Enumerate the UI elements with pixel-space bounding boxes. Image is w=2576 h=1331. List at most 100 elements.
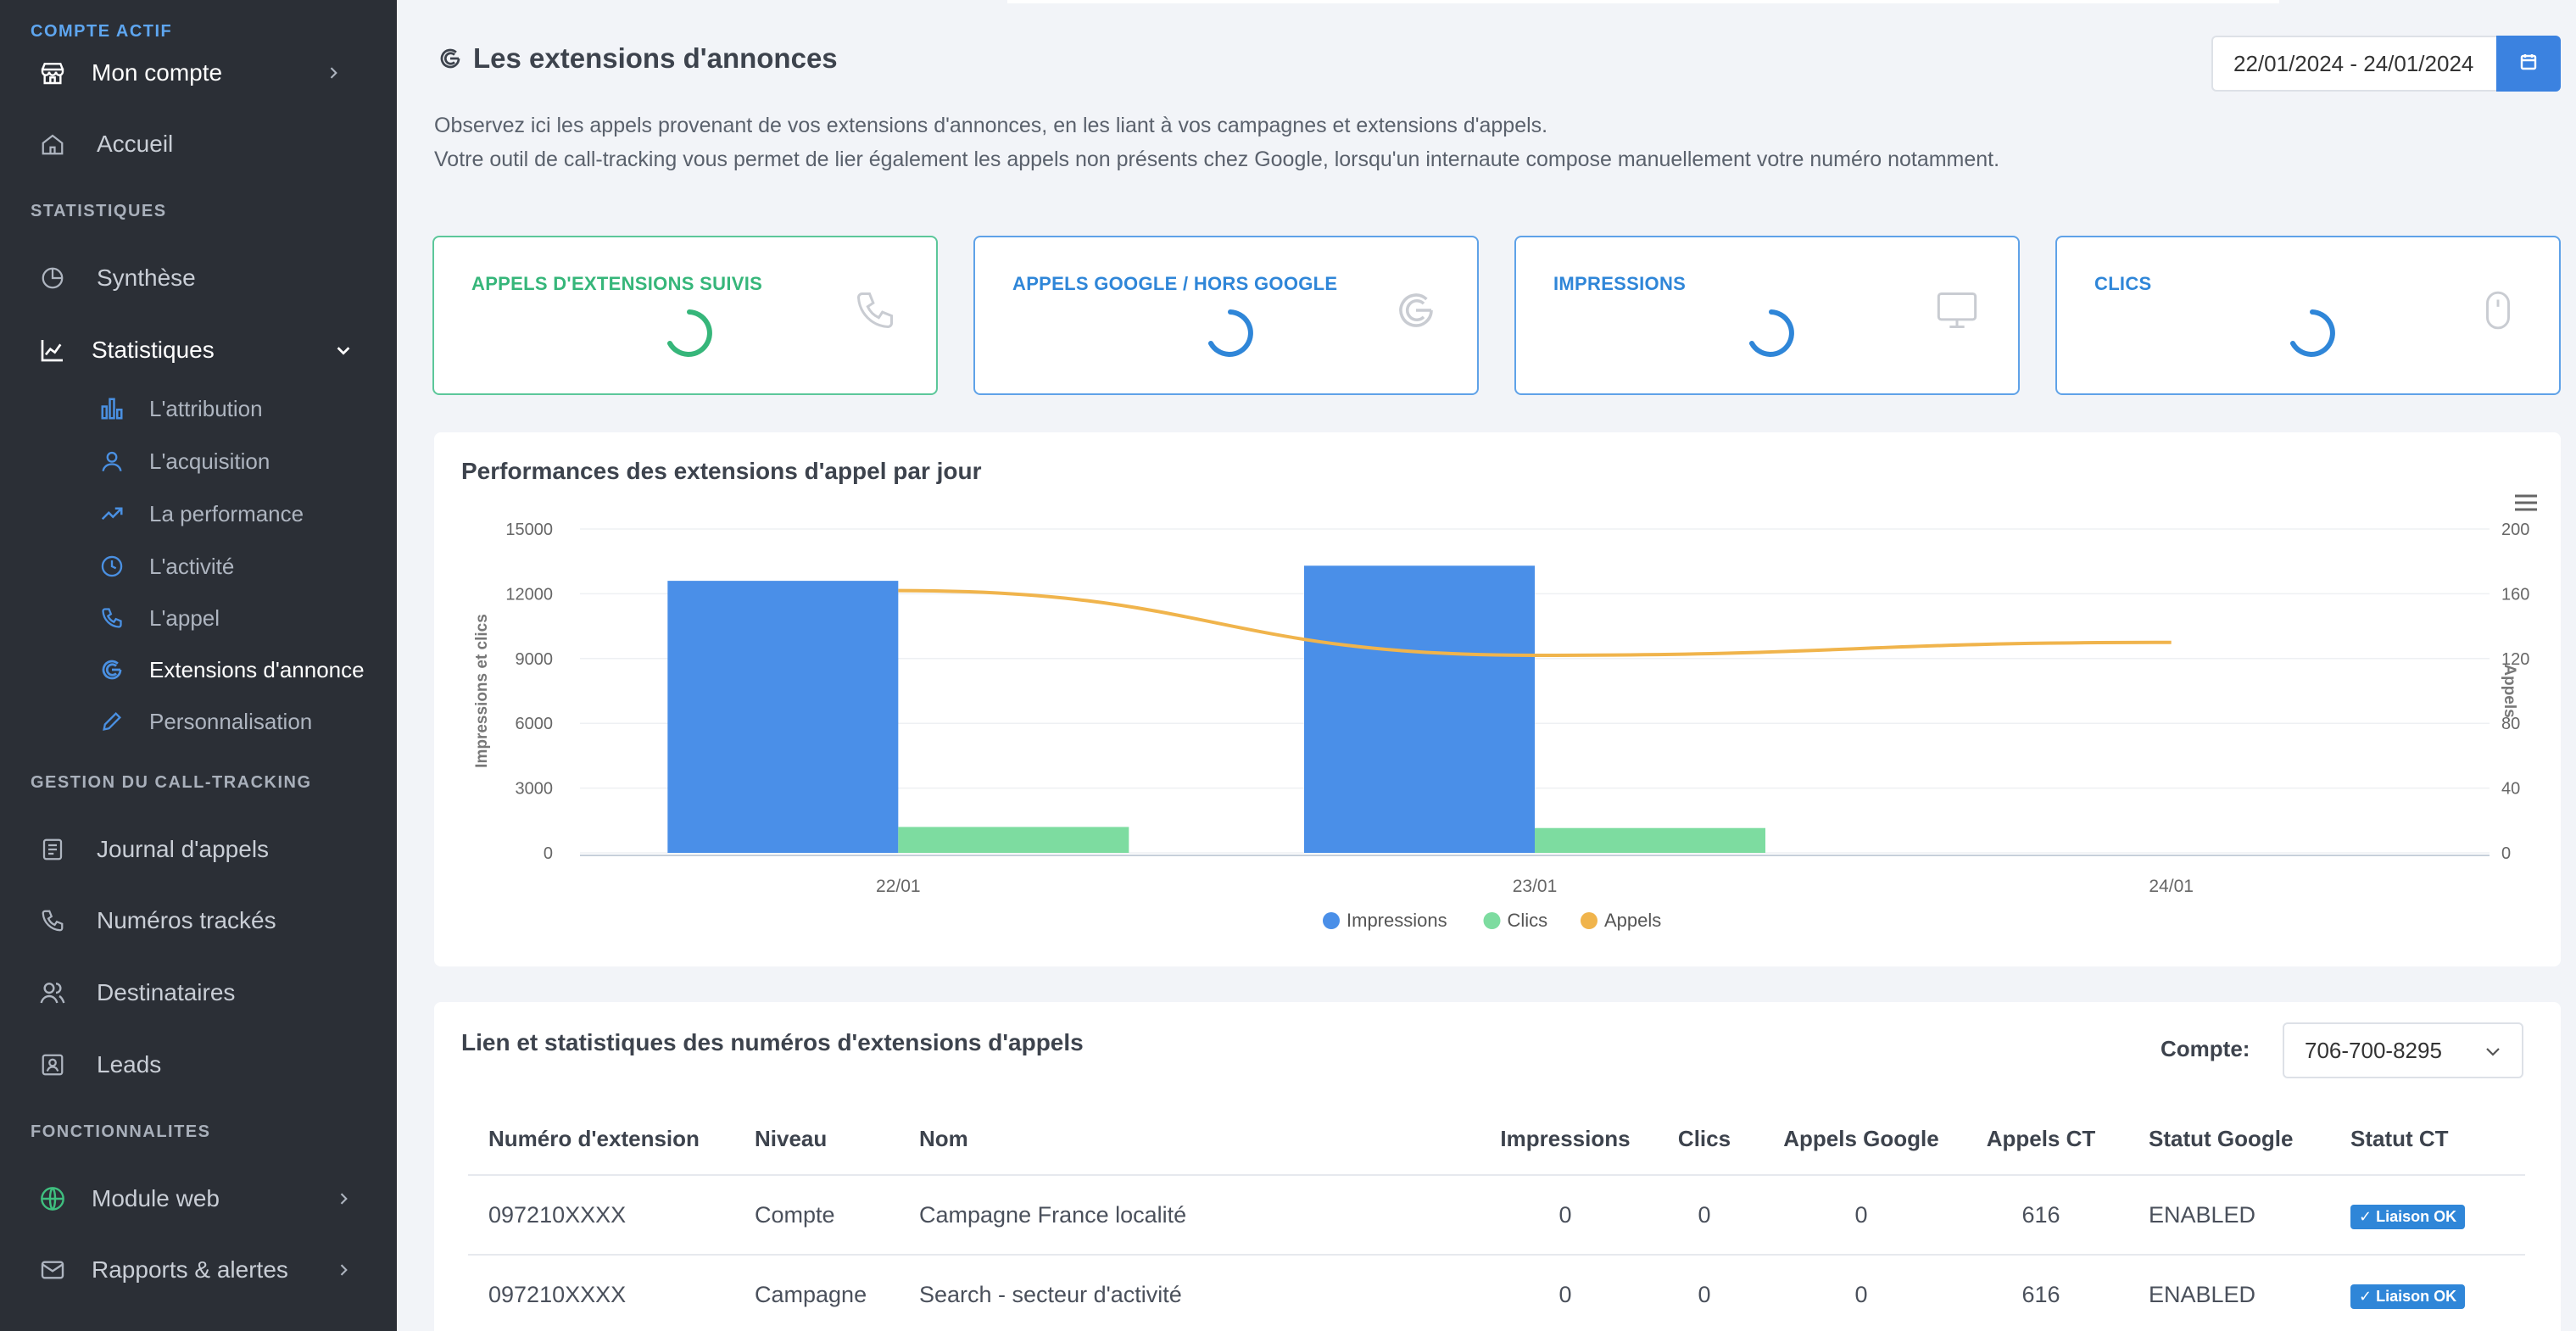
sidebar-item-label: Mon compte — [92, 59, 223, 86]
sidebar-item-label: Module web — [92, 1185, 220, 1211]
intro-line: Observez ici les appels provenant de vos… — [434, 114, 1548, 137]
sidebar-item-label: Numéros trackés — [97, 907, 276, 933]
sidebar-item-rapports[interactable]: Rapports & alertes — [0, 1243, 397, 1297]
cell-appels-google: 0 — [1769, 1175, 1954, 1256]
calltracking-section-label: GESTION DU CALL-TRACKING — [31, 773, 312, 792]
compte-label: Compte: — [2161, 1036, 2250, 1061]
kpi-title: APPELS GOOGLE / HORS GOOGLE — [1012, 273, 1338, 294]
y2-tick-label: 200 — [2501, 521, 2529, 539]
sidebar-subitem-label: Personnalisation — [149, 708, 313, 734]
sidebar: COMPTE ACTIF Mon compte Accueil STATISTI… — [0, 0, 397, 1331]
cell-numero: 097210XXXX — [468, 1175, 734, 1256]
phone-icon — [851, 287, 899, 334]
sidebar-subitem-attribution[interactable]: L'attribution — [0, 385, 397, 432]
y-tick-label: 12000 — [505, 585, 553, 604]
x-tick-label: 23/01 — [1513, 877, 1558, 896]
column-header[interactable]: Statut Google — [2128, 1104, 2330, 1176]
cell-statut-ct: ✓ Liaison OK — [2330, 1175, 2525, 1256]
kpi-title: APPELS D'EXTENSIONS SUIVIS — [471, 273, 763, 294]
sidebar-item-label: Leads — [97, 1051, 162, 1078]
legend-label: Appels — [1604, 910, 1661, 931]
kpi-card-clics: CLICS — [2055, 236, 2561, 395]
kpi-card-appels-extensions: APPELS D'EXTENSIONS SUIVIS — [432, 236, 938, 395]
y2-tick-label: 40 — [2501, 780, 2520, 799]
x-tick-label: 24/01 — [2149, 877, 2194, 896]
y-tick-label: 15000 — [505, 521, 553, 539]
sidebar-subitem-personnalisation[interactable]: Personnalisation — [0, 698, 397, 745]
table-row: 097210XXXX Compte Campagne France locali… — [468, 1175, 2525, 1256]
table-header-row: Numéro d'extension Niveau Nom Impression… — [468, 1104, 2525, 1176]
contact-card-icon — [37, 1050, 68, 1080]
sidebar-item-synthese[interactable]: Synthèse — [0, 251, 397, 305]
sidebar-subitem-acquisition[interactable]: L'acquisition — [0, 437, 397, 485]
column-header[interactable]: Appels CT — [1954, 1104, 2128, 1176]
chevron-right-icon — [321, 60, 346, 86]
chart-title: Performances des extensions d'appel par … — [461, 458, 982, 484]
sidebar-item-label: Synthèse — [97, 265, 196, 291]
sidebar-subitem-activite[interactable]: L'activité — [0, 543, 397, 590]
sidebar-subitem-extensions[interactable]: Extensions d'annonce — [0, 646, 397, 693]
cell-statut-google: ENABLED — [2128, 1175, 2330, 1256]
account-section-label: COMPTE ACTIF — [31, 22, 173, 41]
chevron-right-icon — [331, 1186, 356, 1211]
date-range-input[interactable]: 22/01/2024 - 24/01/2024 — [2211, 36, 2506, 92]
intro-line: Votre outil de call-tracking vous permet… — [434, 148, 2000, 171]
legend-marker — [1323, 912, 1340, 929]
sidebar-subitem-label: L'appel — [149, 604, 220, 631]
cell-statut-ct: ✓ Liaison OK — [2330, 1255, 2525, 1331]
sidebar-item-module-web[interactable]: Module web — [0, 1172, 397, 1226]
kpi-title: CLICS — [2094, 273, 2152, 294]
sidebar-subitem-label: Extensions d'annonce — [149, 656, 365, 682]
pencil-icon — [98, 708, 125, 735]
bar-impressions — [667, 581, 899, 853]
main-content: Les extensions d'annonces 22/01/2024 - 2… — [397, 0, 2576, 1331]
cell-niveau: Compte — [734, 1175, 899, 1256]
column-header[interactable]: Impressions — [1491, 1104, 1640, 1176]
column-header[interactable]: Clics — [1640, 1104, 1769, 1176]
legend-label: Clics — [1508, 910, 1548, 931]
sidebar-subitem-performance[interactable]: La performance — [0, 490, 397, 537]
page-title-text: Les extensions d'annonces — [473, 42, 838, 74]
chevron-down-icon — [2486, 1048, 2500, 1056]
calendar-button[interactable] — [2496, 36, 2561, 92]
column-header[interactable]: Nom — [899, 1104, 1491, 1176]
cell-impressions: 0 — [1491, 1175, 1640, 1256]
monitor-icon — [1933, 287, 1981, 334]
sidebar-item-leads[interactable]: Leads — [0, 1038, 397, 1092]
column-header[interactable]: Numéro d'extension — [468, 1104, 734, 1176]
cell-nom: Search - secteur d'activité — [899, 1255, 1491, 1331]
y-tick-label: 6000 — [516, 715, 554, 733]
page-title: Les extensions d'annonces — [436, 42, 838, 75]
column-header[interactable]: Statut CT — [2330, 1104, 2525, 1176]
column-header[interactable]: Appels Google — [1769, 1104, 1954, 1176]
google-icon — [1392, 287, 1440, 334]
sidebar-item-label: Journal d'appels — [97, 836, 270, 862]
menu-icon[interactable] — [2512, 490, 2540, 515]
sidebar-item-label: Rapports & alertes — [92, 1256, 288, 1283]
cell-statut-google: ENABLED — [2128, 1255, 2330, 1331]
kpi-card-appels-google: APPELS GOOGLE / HORS GOOGLE — [973, 236, 1479, 395]
y2-tick-label: 80 — [2501, 715, 2520, 733]
bar-clics — [1535, 827, 1765, 853]
sidebar-item-label: Destinataires — [97, 979, 236, 1005]
globe-icon — [37, 1183, 68, 1214]
calendar-icon — [2518, 52, 2539, 76]
compte-select[interactable]: 706-700-8295 — [2283, 1022, 2523, 1078]
cell-impressions: 0 — [1491, 1255, 1640, 1331]
journal-icon — [37, 834, 68, 865]
legend-marker — [1581, 912, 1597, 929]
extensions-table-card: Lien et statistiques des numéros d'exten… — [434, 1002, 2561, 1331]
phone-icon — [98, 604, 125, 632]
sidebar-subitem-appel[interactable]: L'appel — [0, 594, 397, 642]
column-header[interactable]: Niveau — [734, 1104, 899, 1176]
trend-up-icon — [98, 500, 125, 527]
performance-chart: 0 3000 6000 9000 12000 15000 0 40 80 120 160 200 Imp… — [473, 521, 2529, 931]
sidebar-item-journal[interactable]: Journal d'appels — [0, 822, 397, 877]
sidebar-item-home[interactable]: Accueil — [0, 117, 397, 171]
sidebar-item-numeros[interactable]: Numéros trackés — [0, 894, 397, 948]
legend-label: Impressions — [1347, 910, 1447, 931]
sidebar-item-account[interactable]: Mon compte — [0, 46, 397, 100]
phone-icon — [37, 905, 68, 936]
sidebar-item-destinataires[interactable]: Destinataires — [0, 966, 397, 1020]
sidebar-item-statistiques[interactable]: Statistiques — [0, 323, 397, 377]
